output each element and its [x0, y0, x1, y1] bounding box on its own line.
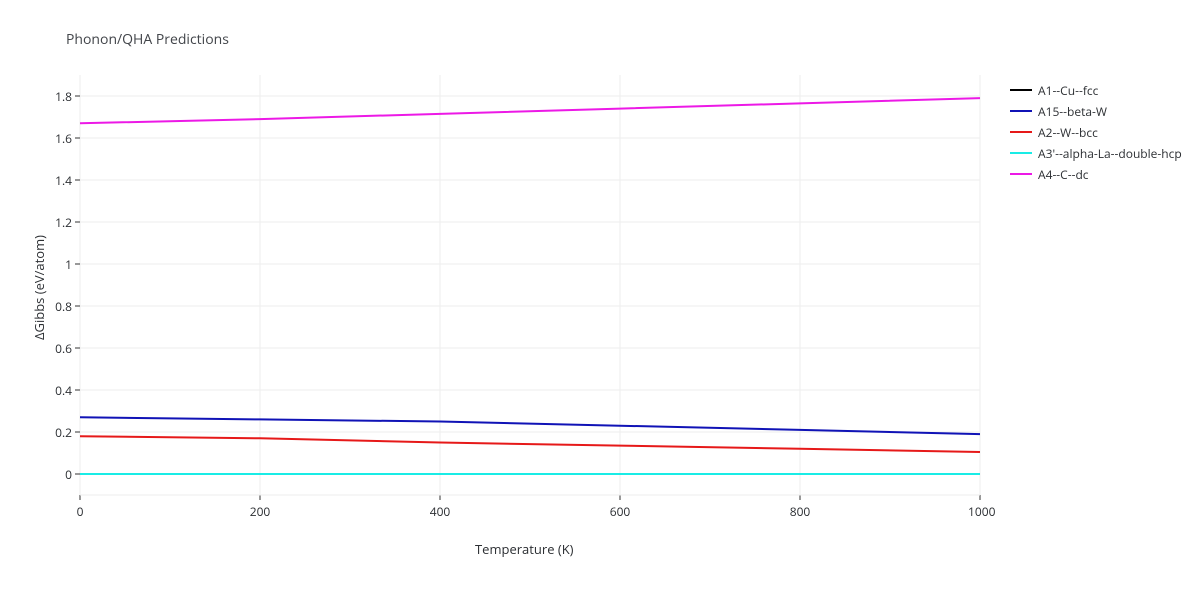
- legend-swatch: [1010, 89, 1032, 91]
- y-tick-label: 1.8: [55, 88, 72, 105]
- legend-swatch: [1010, 110, 1032, 112]
- legend-label: A3'--alpha-La--double-hcp: [1038, 145, 1182, 162]
- y-tick-label: 0.2: [55, 424, 72, 441]
- y-tick-label: 0.4: [55, 382, 72, 399]
- series-line[interactable]: [80, 98, 980, 123]
- legend-item[interactable]: A2--W--bcc: [1010, 122, 1182, 142]
- y-tick-label: 1: [65, 256, 72, 273]
- legend-item[interactable]: A3'--alpha-La--double-hcp: [1010, 143, 1182, 163]
- y-tick-label: 1.4: [55, 172, 72, 189]
- x-tick-label: 1000: [968, 503, 992, 520]
- x-tick-label: 400: [428, 503, 452, 520]
- legend-swatch: [1010, 131, 1032, 133]
- x-tick-label: 200: [248, 503, 272, 520]
- legend-item[interactable]: A15--beta-W: [1010, 101, 1182, 121]
- y-tick-label: 0.6: [55, 340, 72, 357]
- y-tick-label: 1.2: [55, 214, 72, 231]
- legend-label: A2--W--bcc: [1038, 124, 1098, 141]
- series-line[interactable]: [80, 436, 980, 452]
- x-tick-label: 0: [68, 503, 92, 520]
- chart-container: Phonon/QHA Predictions Temperature (K) Δ…: [0, 0, 1200, 600]
- y-tick-label: 0.8: [55, 298, 72, 315]
- legend: A1--Cu--fcc A15--beta-W A2--W--bcc A3'--alp…: [1010, 80, 1182, 185]
- legend-item[interactable]: A1--Cu--fcc: [1010, 80, 1182, 100]
- legend-label: A4--C--dc: [1038, 166, 1089, 183]
- y-tick-label: 1.6: [55, 130, 72, 147]
- legend-swatch: [1010, 152, 1032, 154]
- y-tick-label: 0: [65, 466, 72, 483]
- x-axis-label: Temperature (K): [475, 540, 574, 558]
- legend-label: A15--beta-W: [1038, 103, 1107, 120]
- chart-title: Phonon/QHA Predictions: [66, 30, 229, 49]
- legend-swatch: [1010, 173, 1032, 175]
- legend-label: A1--Cu--fcc: [1038, 82, 1098, 99]
- x-tick-label: 600: [608, 503, 632, 520]
- x-tick-label: 800: [788, 503, 812, 520]
- legend-item[interactable]: A4--C--dc: [1010, 164, 1182, 184]
- y-axis-label: ΔGibbs (eV/atom): [30, 235, 48, 340]
